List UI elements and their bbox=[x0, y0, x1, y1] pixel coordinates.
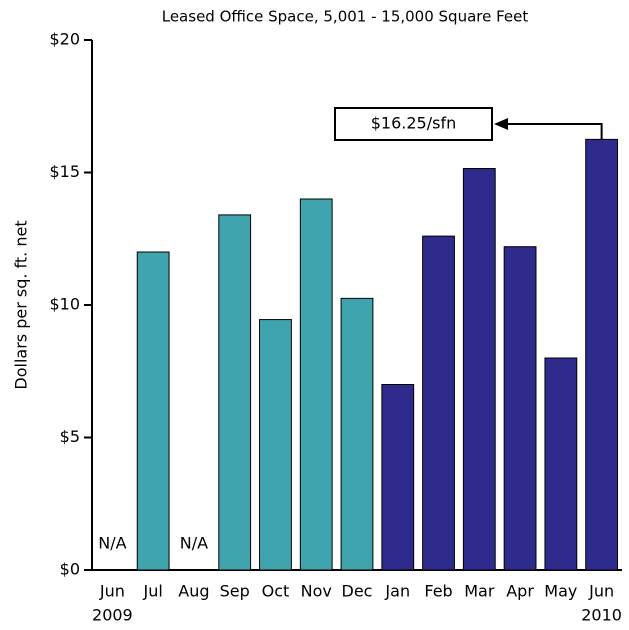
bar bbox=[462, 168, 496, 571]
x-tick-label: Jan bbox=[384, 582, 410, 601]
arrow-head bbox=[494, 118, 508, 130]
value-label: N/A bbox=[98, 534, 126, 553]
annotation-arrow bbox=[506, 123, 603, 140]
bar bbox=[503, 246, 537, 571]
x-tick-label: Dec bbox=[342, 582, 373, 601]
y-tick-label: $15 bbox=[49, 162, 80, 181]
x-tick-label: Mar bbox=[464, 582, 495, 601]
x-tick-label: Sep bbox=[220, 582, 250, 601]
x-tick-label: Jun bbox=[99, 582, 125, 601]
bar bbox=[218, 214, 252, 571]
x-sublabel: 2010 bbox=[581, 606, 622, 625]
annotation-box bbox=[334, 107, 493, 141]
x-tick-label: Aug bbox=[178, 582, 209, 601]
y-tick-label: $10 bbox=[49, 295, 80, 314]
value-label: N/A bbox=[180, 534, 208, 553]
x-tick-label: Jun bbox=[588, 582, 614, 601]
bar bbox=[340, 297, 374, 571]
bar bbox=[259, 319, 292, 571]
bar bbox=[299, 198, 333, 571]
x-tick-label: Oct bbox=[262, 582, 290, 601]
chart-title: Leased Office Space, 5,001 - 15,000 Squa… bbox=[162, 8, 529, 26]
x-tick-label: Nov bbox=[301, 582, 332, 601]
bar bbox=[422, 235, 455, 571]
bar bbox=[544, 357, 578, 571]
x-tick-label: Apr bbox=[506, 582, 534, 601]
x-sublabel: 2009 bbox=[92, 606, 133, 625]
x-tick-label: May bbox=[544, 582, 577, 601]
bar bbox=[381, 384, 415, 571]
y-tick-label: $0 bbox=[60, 560, 80, 579]
y-axis-label: Dollars per sq. ft. net bbox=[12, 220, 31, 389]
annotation: $16.25/sfn bbox=[371, 114, 456, 133]
y-tick-label: $5 bbox=[60, 427, 80, 446]
y-tick-label: $20 bbox=[49, 30, 80, 49]
x-tick-label: Jul bbox=[142, 582, 162, 601]
x-tick-label: Feb bbox=[424, 582, 452, 601]
bar bbox=[136, 251, 170, 571]
bar bbox=[585, 138, 619, 571]
